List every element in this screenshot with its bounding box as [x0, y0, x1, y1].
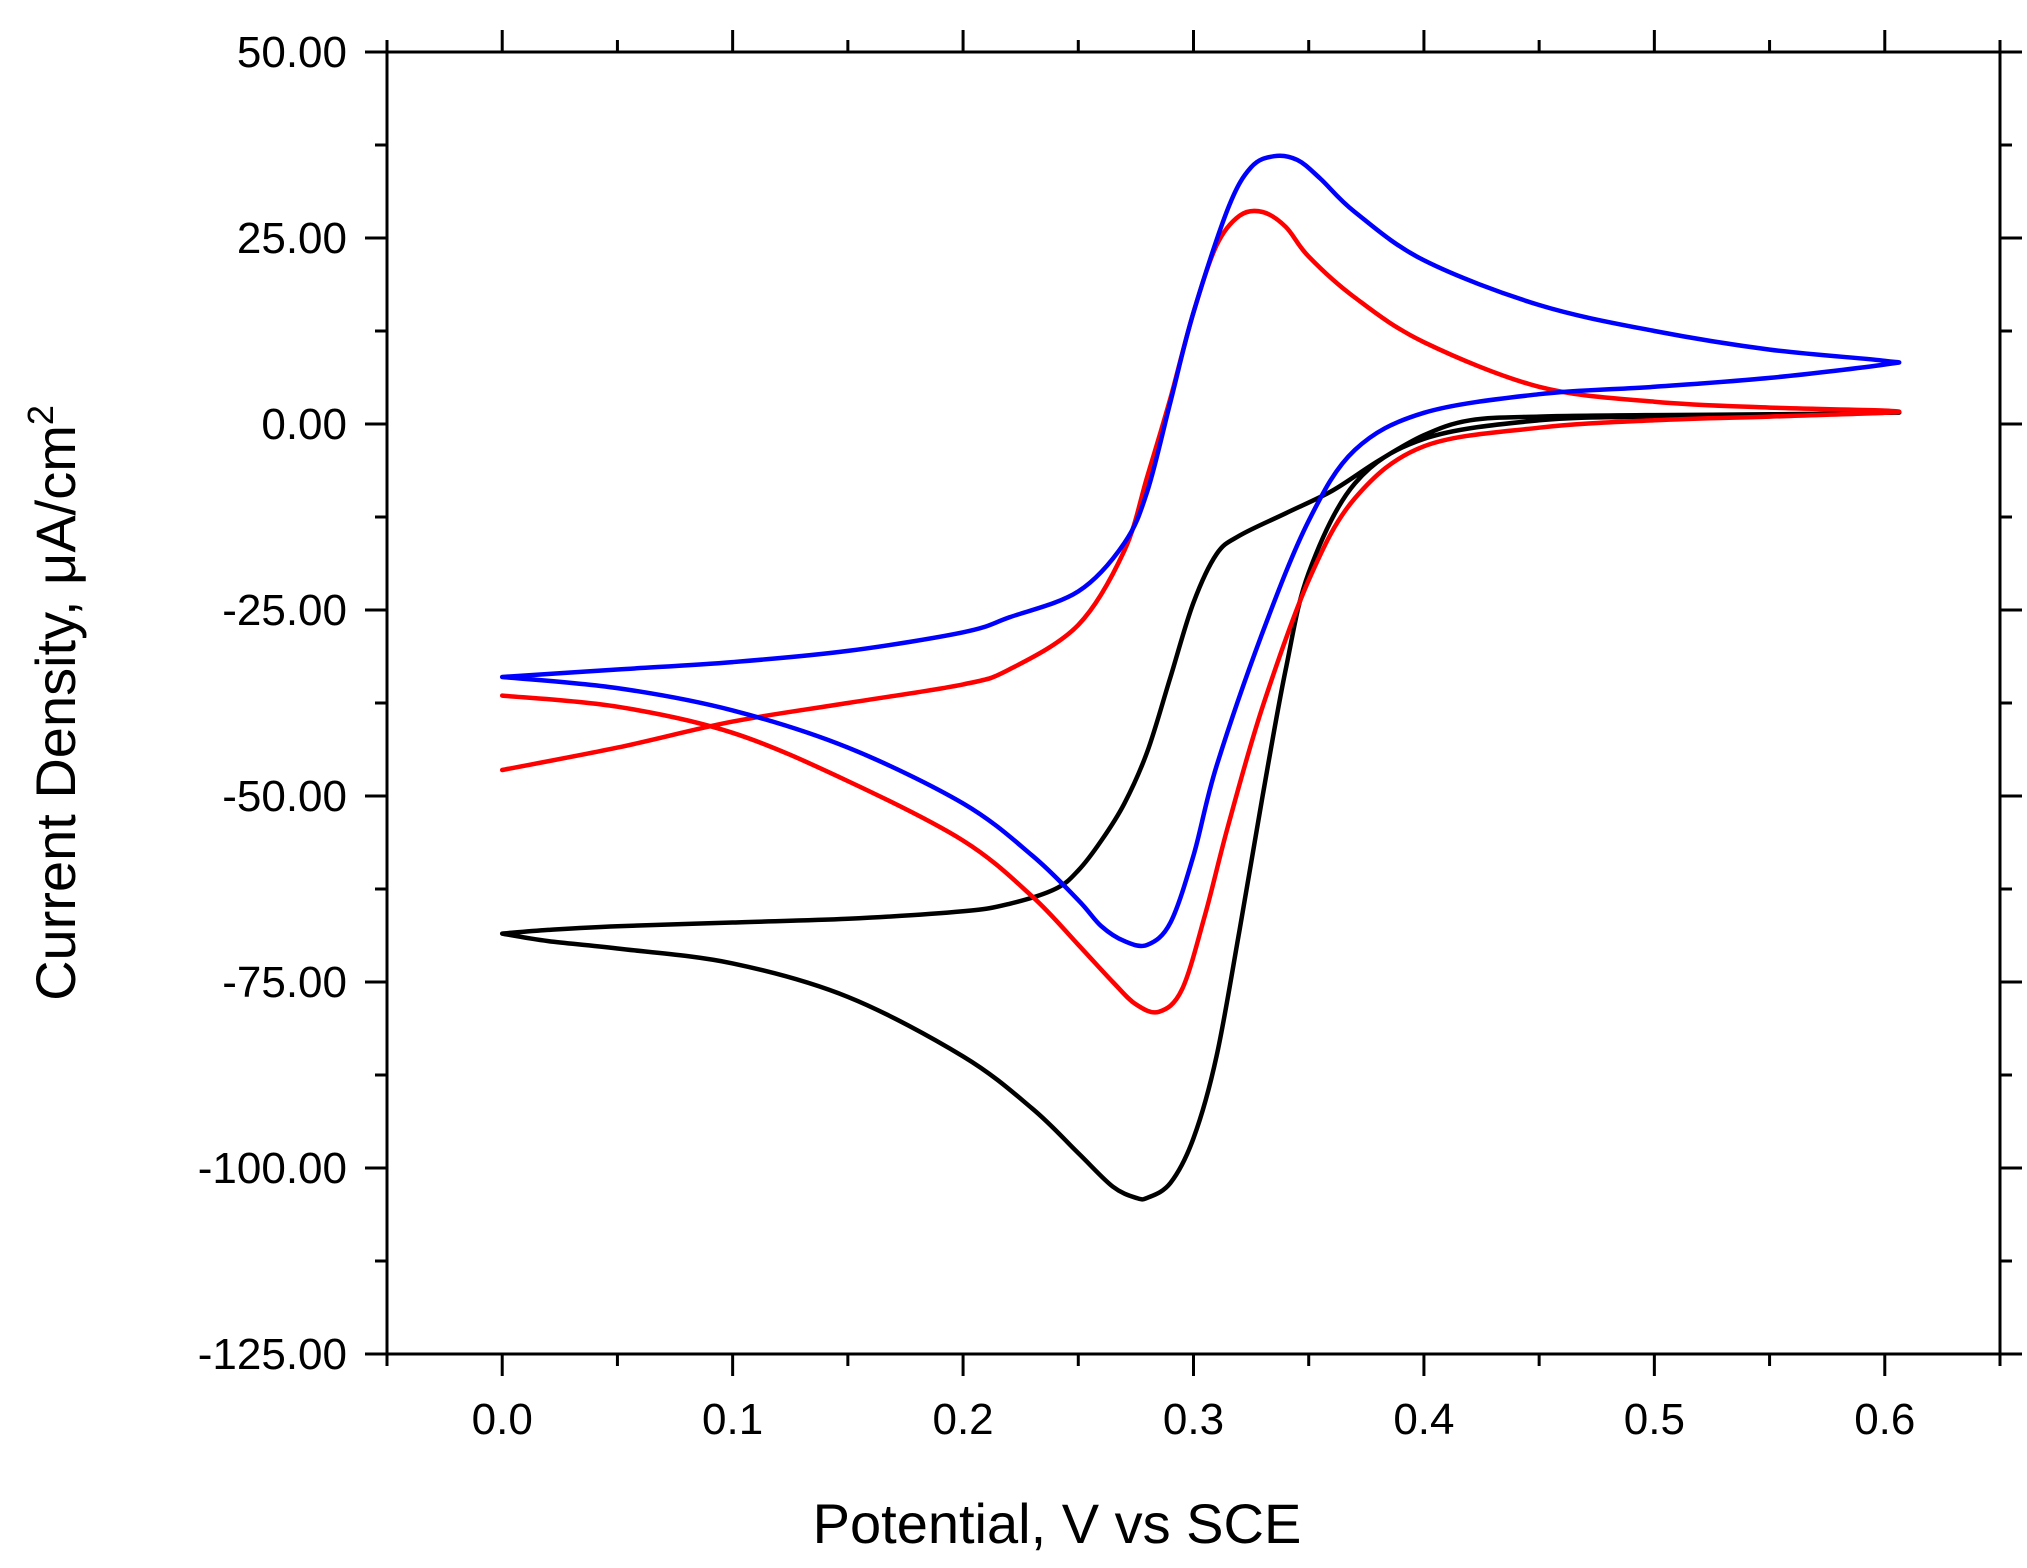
x-tick-label: 0.3 — [1163, 1395, 1224, 1444]
y-tick-label: -50.00 — [222, 772, 347, 821]
x-tick-label: 0.0 — [472, 1395, 533, 1444]
series-layer — [499, 153, 1902, 1202]
y-axis-ticks: 50.00 25.00 0.00 -25.00 -50.00 -75.00 -100.00 -… — [198, 28, 2022, 1379]
x-axis-ticks: 0.0 0.1 0.2 0.3 0.4 0.5 0.6 — [385, 30, 2002, 1444]
x-tick-label: 0.2 — [932, 1395, 993, 1444]
x-tick-label: 0.1 — [702, 1395, 763, 1444]
x-tick-label: 0.6 — [1854, 1395, 1915, 1444]
y-tick-label: -125.00 — [198, 1330, 347, 1379]
x-axis-title: Potential, V vs SCE — [813, 1492, 1302, 1555]
y-tick-label: -75.00 — [222, 958, 347, 1007]
series-line-red — [499, 208, 1902, 1015]
y-tick-label: -100.00 — [198, 1144, 347, 1193]
y-tick-label: -25.00 — [222, 586, 347, 635]
y-tick-label: 50.00 — [237, 28, 347, 77]
plot-area-frame — [385, 50, 2002, 1356]
y-axis-title-main: Current Density, μA/cm — [24, 425, 87, 1001]
y-axis-title-superscript: 2 — [20, 405, 61, 425]
series-line-black — [499, 410, 1902, 1202]
x-tick-label: 0.4 — [1393, 1395, 1454, 1444]
y-tick-label: 25.00 — [237, 214, 347, 263]
series-line-blue — [499, 153, 1902, 949]
y-tick-label: 0.00 — [261, 400, 347, 449]
x-tick-label: 0.5 — [1624, 1395, 1685, 1444]
y-axis-title: Current Density, μA/cm2 — [20, 405, 87, 1001]
